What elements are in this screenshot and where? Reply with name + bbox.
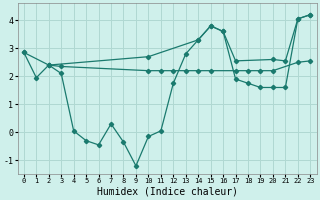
X-axis label: Humidex (Indice chaleur): Humidex (Indice chaleur) bbox=[97, 187, 237, 197]
